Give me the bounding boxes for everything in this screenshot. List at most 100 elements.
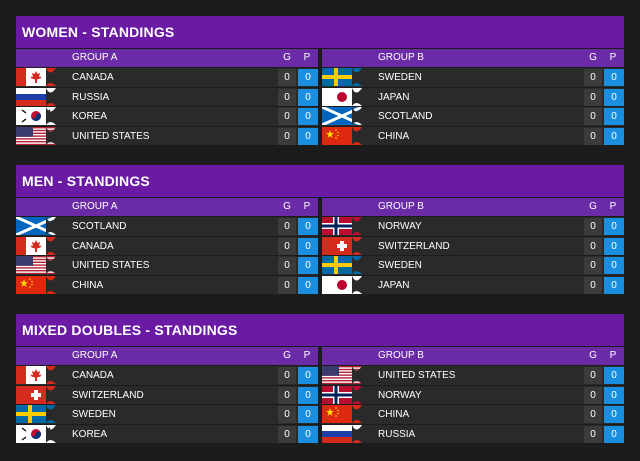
sweden-flag-icon — [16, 405, 56, 423]
points-value: 0 — [298, 406, 318, 423]
scotland-flag-icon — [16, 217, 56, 235]
points-value: 0 — [298, 127, 318, 145]
points-value: 0 — [604, 406, 624, 423]
games-value: 0 — [278, 367, 296, 384]
section-title: MIXED DOUBLES - STANDINGS — [16, 314, 624, 346]
team-name: JAPAN — [378, 279, 410, 291]
team-row[interactable]: SWEDEN 0 0 — [16, 404, 318, 424]
games-value: 0 — [584, 257, 602, 274]
group-name: GROUP A — [72, 201, 118, 212]
team-row[interactable]: JAPAN 0 0 — [322, 86, 624, 106]
team-name: RUSSIA — [378, 428, 416, 440]
team-name: SWEDEN — [378, 72, 422, 83]
team-name: UNITED STATES — [378, 370, 456, 381]
team-row[interactable]: UNITED STATES 0 0 — [16, 255, 318, 275]
section-title: MEN - STANDINGS — [16, 165, 624, 197]
team-row[interactable]: SCOTLAND 0 0 — [322, 106, 624, 126]
games-value: 0 — [584, 218, 602, 235]
games-value: 0 — [278, 218, 296, 235]
group-name: GROUP B — [378, 52, 424, 63]
points-column-header: P — [609, 52, 617, 63]
points-value: 0 — [604, 108, 624, 125]
team-row[interactable]: RUSSIA 0 0 — [16, 86, 318, 106]
points-column-header: P — [303, 52, 311, 63]
sweden-flag-icon — [322, 68, 362, 86]
group-name: GROUP B — [378, 201, 424, 212]
team-row[interactable]: SWITZERLAND 0 0 — [322, 235, 624, 255]
team-name: CANADA — [72, 72, 114, 83]
china-flag-icon — [322, 126, 362, 145]
team-name: JAPAN — [378, 91, 410, 103]
team-row[interactable]: JAPAN 0 0 — [322, 274, 624, 294]
canada-flag-icon — [16, 366, 56, 384]
team-name: RUSSIA — [72, 91, 110, 103]
team-name: UNITED STATES — [72, 260, 150, 271]
team-name: UNITED STATES — [72, 130, 150, 142]
games-value: 0 — [278, 127, 296, 145]
team-name: CHINA — [378, 130, 410, 142]
team-row[interactable]: NORWAY 0 0 — [322, 384, 624, 404]
team-name: SCOTLAND — [72, 221, 127, 232]
group-header: GROUP A G P — [16, 198, 318, 216]
points-value: 0 — [298, 88, 318, 106]
switzerland-flag-icon — [322, 236, 362, 255]
team-row[interactable]: CANADA 0 0 — [16, 67, 318, 87]
norway-flag-icon — [322, 217, 362, 235]
men-group-a-table: GROUP A G P SCOTLAND 0 0 CANADA 0 0 UNITED S… — [16, 198, 318, 294]
women-group-b-table: GROUP B G P SWEDEN 0 0 JAPAN 0 0 SCOTLAND 0 0 … — [322, 49, 624, 145]
team-name: CHINA — [378, 409, 410, 420]
points-column-header: P — [303, 350, 311, 361]
games-value: 0 — [584, 367, 602, 384]
games-value: 0 — [584, 69, 602, 86]
group-name: GROUP A — [72, 52, 118, 63]
men-group-b-table: GROUP B G P NORWAY 0 0 SWITZERLAND 0 0 SWEDE… — [322, 198, 624, 294]
japan-flag-icon — [322, 275, 362, 294]
team-row[interactable]: NORWAY 0 0 — [322, 216, 624, 236]
team-row[interactable]: KOREA 0 0 — [16, 106, 318, 126]
russia-flag-icon — [16, 87, 56, 106]
points-value: 0 — [298, 367, 318, 384]
team-name: KOREA — [72, 111, 108, 122]
usa-flag-icon — [322, 366, 362, 384]
games-value: 0 — [278, 108, 296, 125]
points-value: 0 — [604, 127, 624, 145]
team-row[interactable]: CHINA 0 0 — [16, 274, 318, 294]
team-name: CANADA — [72, 240, 114, 252]
women-standings-section: WOMEN - STANDINGS GROUP A G P CANADA 0 0 R… — [16, 16, 624, 145]
games-value: 0 — [584, 237, 602, 255]
switzerland-flag-icon — [16, 385, 56, 404]
team-name: SWITZERLAND — [378, 240, 450, 252]
points-value: 0 — [298, 386, 318, 404]
points-column-header: P — [609, 350, 617, 361]
norway-flag-icon — [322, 385, 362, 404]
points-value: 0 — [604, 237, 624, 255]
team-row[interactable]: CHINA 0 0 — [322, 404, 624, 424]
points-value: 0 — [604, 88, 624, 106]
team-row[interactable]: CANADA 0 0 — [16, 365, 318, 385]
team-row[interactable]: UNITED STATES 0 0 — [16, 125, 318, 145]
games-value: 0 — [278, 69, 296, 86]
team-name: CHINA — [72, 279, 104, 291]
points-value: 0 — [604, 425, 624, 443]
games-value: 0 — [278, 88, 296, 106]
team-row[interactable]: KOREA 0 0 — [16, 423, 318, 443]
points-value: 0 — [604, 218, 624, 235]
team-row[interactable]: SWEDEN 0 0 — [322, 255, 624, 275]
games-column-header: G — [283, 350, 291, 361]
team-name: NORWAY — [378, 221, 422, 232]
team-row[interactable]: CHINA 0 0 — [322, 125, 624, 145]
mixed-group-b-table: GROUP B G P UNITED STATES 0 0 NORWAY 0 0 CHI… — [322, 347, 624, 443]
group-name: GROUP B — [378, 350, 424, 361]
team-row[interactable]: UNITED STATES 0 0 — [322, 365, 624, 385]
men-standings-section: MEN - STANDINGS GROUP A G P SCOTLAND 0 0 C… — [16, 165, 624, 294]
team-row[interactable]: RUSSIA 0 0 — [322, 423, 624, 443]
team-row[interactable]: SCOTLAND 0 0 — [16, 216, 318, 236]
china-flag-icon — [16, 275, 56, 294]
team-row[interactable]: SWITZERLAND 0 0 — [16, 384, 318, 404]
points-value: 0 — [604, 276, 624, 294]
points-value: 0 — [298, 276, 318, 294]
games-value: 0 — [584, 276, 602, 294]
team-row[interactable]: CANADA 0 0 — [16, 235, 318, 255]
games-value: 0 — [278, 386, 296, 404]
team-row[interactable]: SWEDEN 0 0 — [322, 67, 624, 87]
